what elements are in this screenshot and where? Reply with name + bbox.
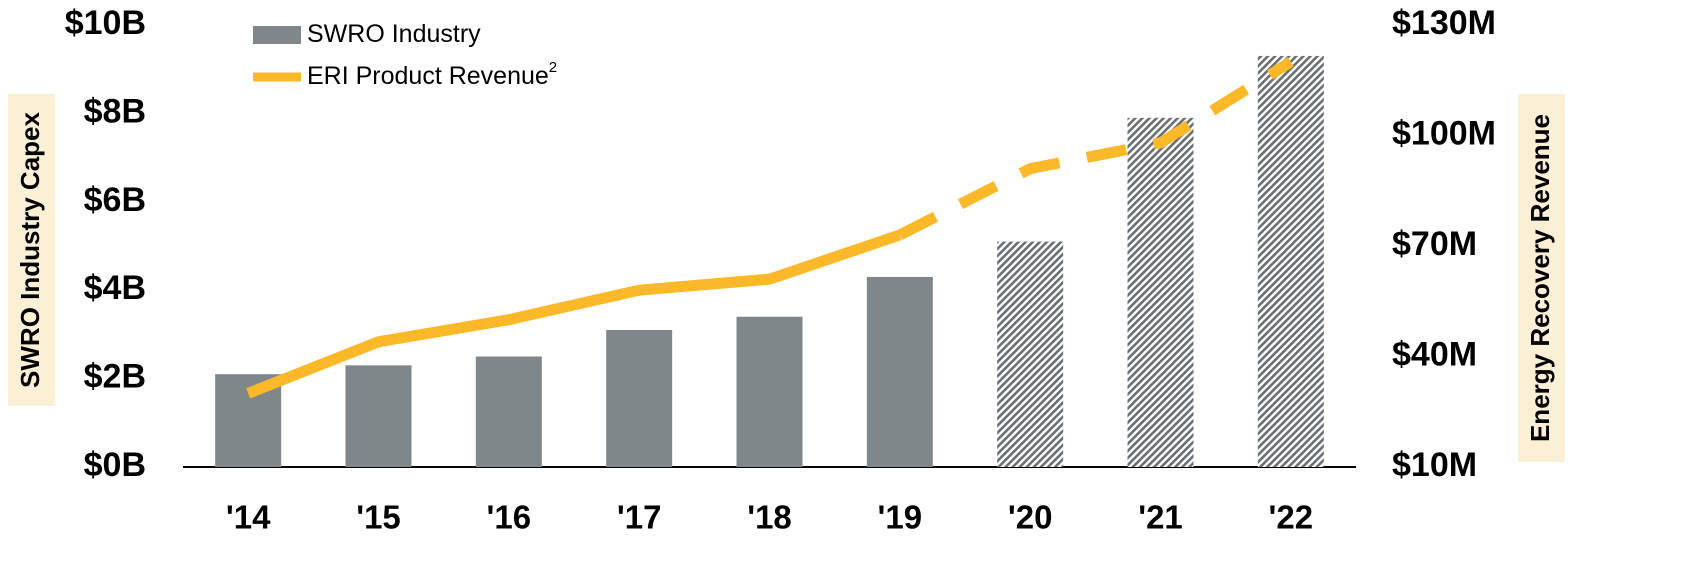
y2-tick-label: $100M <box>1392 114 1496 152</box>
bar <box>345 365 412 467</box>
axis-title-box <box>1518 94 1565 462</box>
y2-tick-label: $130M <box>1392 4 1496 42</box>
y2-tick-label: $40M <box>1392 335 1477 373</box>
projected-line <box>897 57 1294 240</box>
legend-label: SWRO Industry <box>307 20 481 48</box>
y2-tick-label: $70M <box>1392 225 1477 263</box>
legend-name: SWRO Industry <box>307 20 481 48</box>
x-tick-label: '17 <box>617 499 662 536</box>
x-tick-label: '19 <box>878 499 923 536</box>
y-tick-label: $10B <box>65 4 146 42</box>
x-tick-label: '16 <box>487 499 532 536</box>
legend-label: ERI Product Revenue2 <box>307 59 557 90</box>
x-tick-label: '14 <box>226 499 271 536</box>
y-tick-label: $6B <box>84 181 146 219</box>
axis-title-box <box>8 94 55 406</box>
bar <box>475 356 542 467</box>
x-tick-label: '15 <box>356 499 401 536</box>
y2-axis-title: Energy Recovery Revenue <box>1525 114 1555 442</box>
bar <box>866 276 933 467</box>
x-tick-label: '20 <box>1008 499 1053 536</box>
y-tick-label: $4B <box>84 269 146 307</box>
bar <box>736 316 803 467</box>
x-tick-label: '22 <box>1269 499 1314 536</box>
x-tick-label: '18 <box>747 499 792 536</box>
legend-swatch <box>253 26 301 44</box>
bar <box>1257 55 1324 467</box>
bar <box>1127 117 1194 467</box>
y-tick-label: $8B <box>84 92 146 130</box>
bar <box>606 329 673 467</box>
y-tick-label: $2B <box>84 358 146 396</box>
legend-name: ERI Product Revenue <box>307 62 549 90</box>
y-axis-title: SWRO Industry Capex <box>15 111 45 387</box>
y-tick-label: $0B <box>84 446 146 484</box>
legend-superscript: 2 <box>549 59 557 76</box>
x-tick-label: '21 <box>1138 499 1183 536</box>
bar <box>997 241 1064 467</box>
line <box>246 229 902 399</box>
y2-tick-label: $10M <box>1392 446 1477 484</box>
